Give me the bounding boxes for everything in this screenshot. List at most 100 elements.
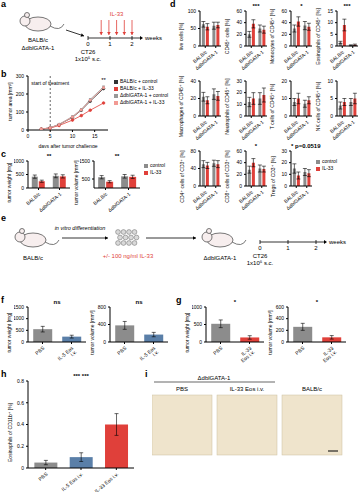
svg-text:**: ** (101, 77, 106, 83)
svg-text:400: 400 (276, 315, 285, 321)
svg-text:PBS: PBS (212, 344, 224, 355)
svg-text:1: 1 (286, 245, 290, 251)
svg-text:PBS: PBS (37, 470, 49, 481)
svg-text:0: 0 (21, 339, 24, 345)
svg-text:1500: 1500 (14, 304, 24, 310)
svg-text:PBS: PBS (294, 344, 306, 355)
svg-text:100: 100 (16, 109, 25, 115)
svg-text:2: 2 (130, 41, 134, 47)
svg-text:40: 40 (236, 159, 242, 165)
svg-text:80: 80 (190, 148, 196, 154)
svg-text:0.2: 0.2 (17, 443, 24, 449)
svg-text:ΔdblGATA-1: ΔdblGATA-1 (194, 189, 219, 210)
svg-text:5: 5 (49, 133, 52, 139)
svg-text:ΔdblGATA-1: ΔdblGATA-1 (204, 255, 237, 261)
svg-text:500: 500 (194, 321, 203, 327)
svg-text:20: 20 (236, 89, 242, 95)
svg-text:0: 0 (258, 245, 262, 251)
svg-text:600: 600 (276, 304, 285, 310)
svg-text:CT26: CT26 (253, 253, 268, 259)
svg-text:IL-5 Eos i.v.: IL-5 Eos i.v. (60, 471, 84, 492)
svg-text:BALB/c: BALB/c (23, 255, 43, 261)
svg-text:15: 15 (327, 8, 333, 14)
svg-text:0: 0 (239, 43, 242, 49)
svg-text:2: 2 (314, 245, 318, 251)
svg-text:weeks: weeks (328, 239, 346, 245)
svg-text:10: 10 (281, 171, 287, 177)
svg-text:0.8: 0.8 (17, 378, 24, 384)
svg-text:ΔdblGATA-1: ΔdblGATA-1 (330, 119, 353, 140)
svg-text:200: 200 (16, 91, 25, 97)
svg-text:in vitro differentiation: in vitro differentiation (55, 225, 106, 231)
svg-text:0.4: 0.4 (17, 421, 24, 427)
svg-text:ΔdblGATA-1: ΔdblGATA-1 (107, 191, 132, 212)
svg-text:PBS: PBS (176, 386, 188, 392)
svg-text:0: 0 (199, 339, 202, 345)
svg-text:0: 0 (86, 41, 90, 47)
svg-text:0: 0 (284, 43, 287, 49)
svg-text:1x10⁵ s.c.: 1x10⁵ s.c. (247, 260, 274, 266)
svg-text:+/- 100 ng/ml IL-33: +/- 100 ng/ml IL-33 (103, 253, 154, 259)
svg-text:ΔdblGATA-1: ΔdblGATA-1 (22, 45, 55, 51)
svg-text:10: 10 (281, 95, 287, 101)
svg-text:60: 60 (236, 8, 242, 14)
svg-text:ΔdblGATA-1: ΔdblGATA-1 (330, 49, 353, 70)
svg-text:20: 20 (281, 159, 287, 165)
svg-text:0: 0 (193, 183, 196, 189)
svg-text:20: 20 (236, 31, 242, 37)
svg-text:1x10⁵ s.c.: 1x10⁵ s.c. (75, 56, 102, 62)
svg-text:200: 200 (276, 327, 285, 333)
svg-text:IL-33: IL-33 (110, 11, 124, 17)
svg-text:IL-33 Eos i.v.: IL-33 Eos i.v. (93, 471, 119, 492)
svg-text:BALB/c: BALB/c (302, 386, 322, 392)
svg-text:ΔdblGATA-1: ΔdblGATA-1 (239, 189, 264, 210)
svg-text:100: 100 (188, 8, 197, 14)
svg-text:800: 800 (98, 304, 107, 310)
svg-text:0: 0 (193, 43, 196, 49)
svg-text:1000: 1000 (14, 315, 24, 321)
svg-text:0: 0 (103, 339, 106, 345)
svg-text:IL-33Eos i.v.: IL-33Eos i.v. (236, 345, 256, 364)
svg-text:0: 0 (281, 339, 284, 345)
svg-text:IL-33Eos i.v.: IL-33Eos i.v. (318, 345, 338, 364)
svg-text:0: 0 (239, 113, 242, 119)
svg-text:10: 10 (236, 101, 242, 107)
svg-text:0.6: 0.6 (17, 400, 24, 406)
svg-text:500: 500 (16, 171, 25, 177)
svg-text:300: 300 (16, 73, 25, 79)
svg-text:40: 40 (190, 165, 196, 171)
svg-text:5: 5 (330, 31, 333, 37)
svg-text:20: 20 (190, 95, 196, 101)
svg-text:ΔdblGATA-1: ΔdblGATA-1 (239, 49, 264, 70)
svg-text:CT26: CT26 (81, 49, 96, 55)
svg-text:start of treatment: start of treatment (31, 80, 69, 86)
svg-text:1000: 1000 (192, 304, 202, 310)
svg-text:0: 0 (21, 185, 24, 191)
svg-text:0: 0 (193, 113, 196, 119)
svg-text:10: 10 (327, 19, 333, 25)
svg-text:days after tumor challenge: days after tumor challenge (39, 143, 98, 148)
svg-text:PBS: PBS (34, 344, 46, 355)
svg-text:1: 1 (108, 41, 112, 47)
svg-text:ΔdblGATA-1: ΔdblGATA-1 (38, 191, 63, 212)
svg-text:60: 60 (281, 8, 287, 14)
svg-text:1000: 1000 (14, 158, 24, 164)
svg-text:ΔdblGATA-1: ΔdblGATA-1 (194, 119, 219, 140)
svg-text:20: 20 (281, 78, 287, 84)
svg-text:60: 60 (236, 148, 242, 154)
svg-text:500: 500 (82, 176, 91, 182)
svg-text:PBS: PBS (116, 344, 128, 355)
svg-text:ΔdblGATA-1: ΔdblGATA-1 (285, 49, 310, 70)
svg-text:ΔdblGATA-1: ΔdblGATA-1 (198, 375, 231, 381)
svg-text:0: 0 (27, 133, 30, 139)
svg-text:ΔdblGATA-1: ΔdblGATA-1 (194, 49, 219, 70)
svg-text:30: 30 (236, 78, 242, 84)
svg-text:weeks: weeks (144, 35, 162, 41)
svg-text:ΔdblGATA-1: ΔdblGATA-1 (285, 189, 310, 210)
svg-text:BALB/c: BALB/c (92, 191, 109, 207)
svg-text:ΔdblGATA-1: ΔdblGATA-1 (239, 119, 264, 140)
svg-text:500: 500 (16, 327, 25, 333)
svg-text:20: 20 (281, 31, 287, 37)
svg-text:ΔdblGATA-1: ΔdblGATA-1 (285, 119, 310, 140)
svg-text:1500: 1500 (80, 158, 90, 164)
